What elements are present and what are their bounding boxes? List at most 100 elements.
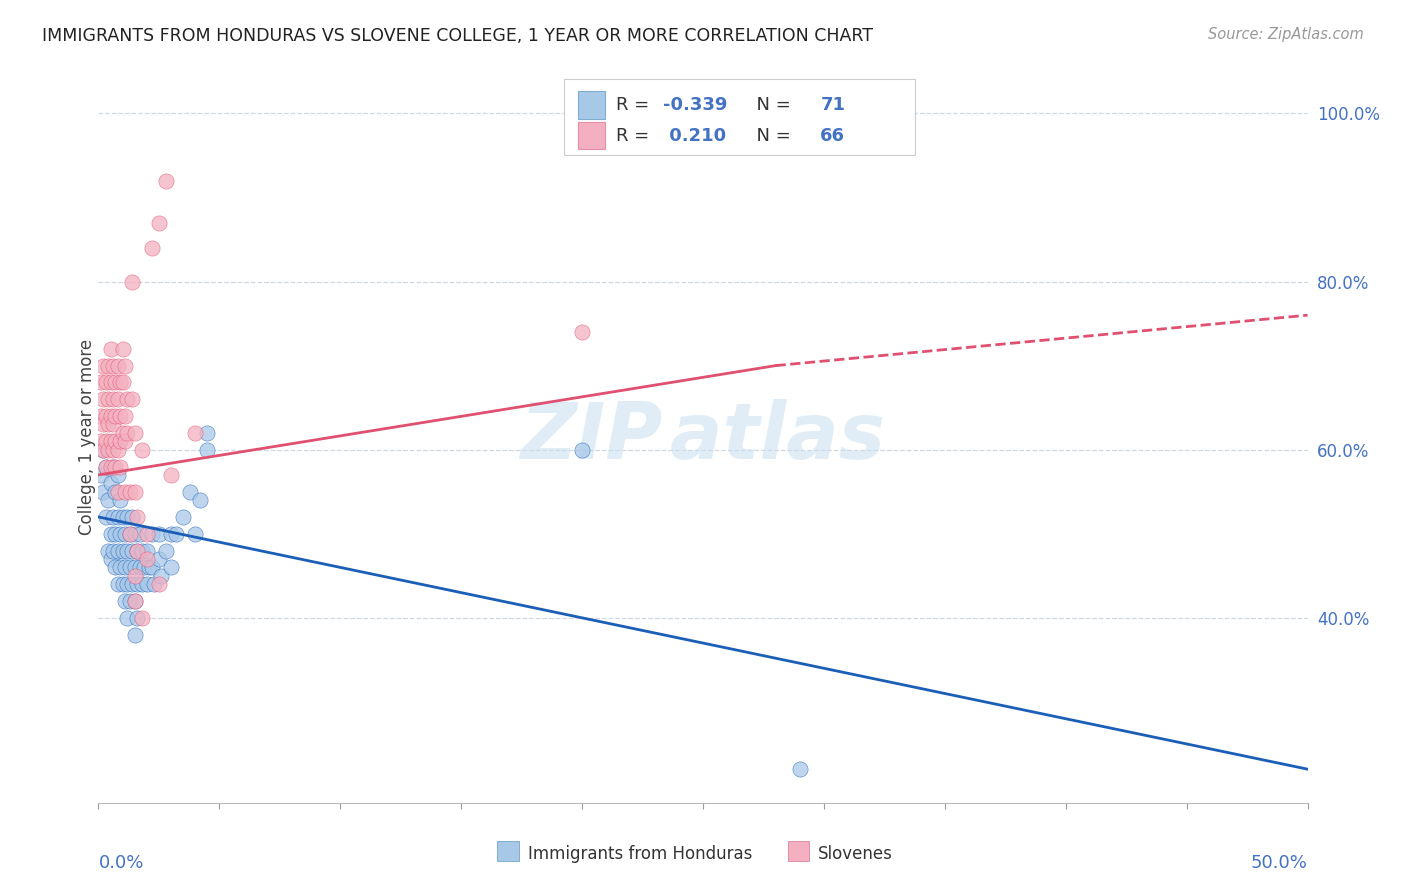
Point xyxy=(121,510,143,524)
Point xyxy=(165,526,187,541)
Point xyxy=(107,577,129,591)
Point xyxy=(121,577,143,591)
Point xyxy=(124,425,146,440)
Point xyxy=(108,560,131,574)
Point xyxy=(104,434,127,449)
Point xyxy=(100,476,122,491)
Point xyxy=(118,560,141,574)
Text: N =: N = xyxy=(745,95,797,114)
Point xyxy=(101,510,124,524)
Text: Immigrants from Honduras: Immigrants from Honduras xyxy=(527,845,752,863)
Point xyxy=(101,359,124,373)
FancyBboxPatch shape xyxy=(498,841,519,862)
Point xyxy=(148,552,170,566)
Point xyxy=(114,359,136,373)
FancyBboxPatch shape xyxy=(578,121,605,150)
Point xyxy=(90,434,112,449)
Point xyxy=(131,442,153,457)
Text: 66: 66 xyxy=(820,127,845,145)
Point xyxy=(97,442,120,457)
Point xyxy=(101,442,124,457)
Point xyxy=(128,560,150,574)
Point xyxy=(148,577,170,591)
Point xyxy=(104,484,127,499)
Point xyxy=(107,467,129,482)
Point xyxy=(101,543,124,558)
Point xyxy=(124,484,146,499)
Point xyxy=(111,342,134,356)
Point xyxy=(124,560,146,574)
Point xyxy=(114,484,136,499)
Point xyxy=(117,392,139,407)
Point xyxy=(104,526,127,541)
Point xyxy=(94,459,117,474)
Point xyxy=(124,594,146,608)
Point xyxy=(91,442,114,457)
Point xyxy=(100,342,122,356)
Point xyxy=(155,174,177,188)
Point xyxy=(135,543,157,558)
Point xyxy=(118,484,141,499)
Point xyxy=(195,442,218,457)
Point xyxy=(114,409,136,423)
Point xyxy=(114,594,136,608)
Point xyxy=(90,467,112,482)
Text: IMMIGRANTS FROM HONDURAS VS SLOVENE COLLEGE, 1 YEAR OR MORE CORRELATION CHART: IMMIGRANTS FROM HONDURAS VS SLOVENE COLL… xyxy=(42,27,873,45)
Point xyxy=(138,560,160,574)
Point xyxy=(128,526,150,541)
Point xyxy=(111,577,134,591)
Point xyxy=(179,484,201,499)
Point xyxy=(141,560,163,574)
Point xyxy=(91,359,114,373)
Point xyxy=(107,543,129,558)
Point xyxy=(124,569,146,583)
Point xyxy=(101,417,124,432)
Point xyxy=(111,510,134,524)
Point xyxy=(108,409,131,423)
Point xyxy=(108,526,131,541)
Point xyxy=(155,543,177,558)
Point xyxy=(124,627,146,641)
Point xyxy=(107,392,129,407)
Text: 0.210: 0.210 xyxy=(664,127,727,145)
Point xyxy=(131,543,153,558)
Point xyxy=(100,409,122,423)
Point xyxy=(160,467,183,482)
Text: 71: 71 xyxy=(820,95,845,114)
Point xyxy=(100,552,122,566)
Point xyxy=(108,434,131,449)
Point xyxy=(91,484,114,499)
Point xyxy=(121,392,143,407)
Point xyxy=(100,434,122,449)
Point xyxy=(135,552,157,566)
Point xyxy=(789,762,811,776)
Point xyxy=(143,577,166,591)
Point xyxy=(90,409,112,423)
Point xyxy=(118,526,141,541)
Point xyxy=(91,442,114,457)
Point xyxy=(571,325,593,339)
Point xyxy=(134,560,156,574)
FancyBboxPatch shape xyxy=(578,91,605,119)
Point xyxy=(97,417,120,432)
Text: -0.339: -0.339 xyxy=(664,95,727,114)
Point xyxy=(160,560,183,574)
Point xyxy=(148,526,170,541)
Point xyxy=(118,594,141,608)
Text: R =: R = xyxy=(616,95,655,114)
Point xyxy=(94,459,117,474)
Text: 50.0%: 50.0% xyxy=(1251,854,1308,872)
Point xyxy=(127,543,149,558)
Point xyxy=(127,543,149,558)
Point xyxy=(121,543,143,558)
Point xyxy=(101,392,124,407)
FancyBboxPatch shape xyxy=(564,78,915,155)
Text: R =: R = xyxy=(616,127,655,145)
Point xyxy=(124,594,146,608)
Point xyxy=(104,409,127,423)
Point xyxy=(108,376,131,390)
Point xyxy=(90,376,112,390)
Point xyxy=(114,434,136,449)
Point xyxy=(150,569,173,583)
Point xyxy=(91,417,114,432)
